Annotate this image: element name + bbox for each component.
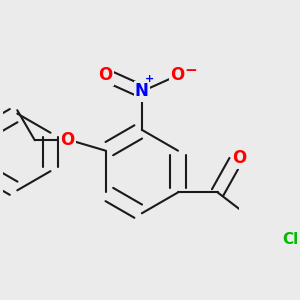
Text: Cl: Cl (282, 232, 298, 247)
Text: −: − (184, 63, 197, 78)
Text: O: O (232, 149, 246, 167)
Text: O: O (60, 131, 75, 149)
Text: N: N (135, 82, 149, 100)
Text: O: O (98, 67, 112, 85)
Text: +: + (145, 74, 154, 84)
Text: O: O (170, 67, 184, 85)
